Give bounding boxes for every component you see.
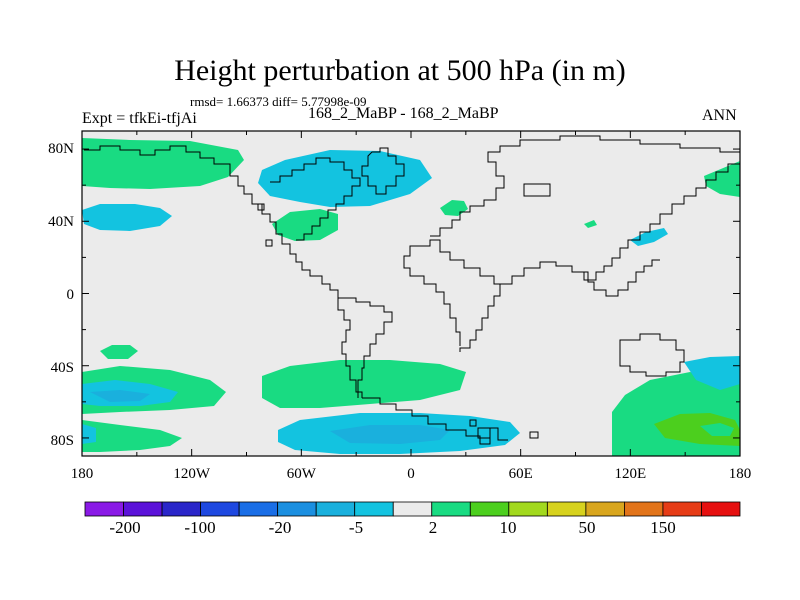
contour-fill (90, 390, 150, 402)
coastline (337, 298, 363, 398)
colorbar (84, 501, 741, 517)
contour-fill (262, 360, 466, 408)
colorbar-swatch (200, 501, 240, 517)
colorbar-label: 10 (500, 518, 517, 537)
contour-fill (684, 356, 740, 390)
colorbar-swatch (585, 501, 625, 517)
contour-fill (630, 228, 668, 246)
contour-fills (82, 138, 740, 456)
colorbar-label: 2 (429, 518, 438, 537)
contour-fill (654, 413, 740, 446)
coastline (523, 183, 551, 197)
coastline (469, 419, 477, 427)
coastline (265, 239, 273, 247)
colorbar-swatch (392, 501, 433, 517)
colorbar-swatch (315, 501, 356, 517)
coastline (403, 245, 461, 346)
coastline (84, 145, 339, 298)
colorbar-swatch (624, 501, 664, 517)
colorbar-label: -20 (269, 518, 292, 537)
lon-tick-label: 180 (729, 466, 752, 482)
contour-fill (584, 220, 597, 228)
experiment-label: Expt = tfkEi-tfjAi (82, 110, 197, 127)
colorbar-swatch (238, 501, 279, 517)
colorbar-label: 150 (650, 518, 676, 537)
colorbar-swatch (701, 501, 741, 517)
colorbar-label: -200 (109, 518, 140, 537)
lat-tick-label: 40N (48, 214, 74, 230)
coastline (529, 431, 539, 439)
lat-tick-label: 0 (67, 287, 75, 303)
lon-tick-label: 180 (71, 466, 94, 482)
colorbar-label: 50 (579, 518, 596, 537)
colorbar-swatch (662, 501, 702, 517)
coastline (270, 157, 361, 241)
season-label: ANN (702, 107, 737, 124)
colorbar-swatch (508, 501, 548, 517)
lon-tick-label: 60W (287, 466, 317, 482)
coastline (338, 297, 393, 398)
colorbar-label: -5 (349, 518, 363, 537)
contour-fill (700, 423, 734, 436)
contour-fill (258, 150, 432, 207)
contour-fill (82, 204, 172, 231)
contour-fill (272, 209, 338, 241)
colorbar-swatch (123, 501, 163, 517)
coastline (477, 427, 491, 439)
lon-tick-label: 120E (614, 466, 646, 482)
coastline (257, 203, 265, 211)
colorbar-swatch (431, 501, 471, 517)
stats-line: rmsd= 1.66373 diff= 5.77998e-09 (190, 94, 367, 109)
contour-fill (82, 424, 96, 444)
colorbar-label: -100 (184, 518, 215, 537)
colorbar-swatch (469, 501, 510, 517)
lat-tick-label: 80S (51, 433, 74, 449)
lat-tick-label: 40S (51, 360, 74, 376)
map-title: Height perturbation at 500 hPa (in m) (174, 54, 626, 87)
colorbar-swatch (546, 501, 587, 517)
coastline (580, 259, 660, 297)
colorbar-swatch (277, 501, 317, 517)
coastline (361, 147, 405, 195)
lat-tick-label: 80N (48, 141, 74, 157)
colorbar-swatch (161, 501, 201, 517)
contour-fill (82, 138, 244, 189)
colorbar-labels: -200 -100 -20 -5 2 10 50 150 (109, 518, 675, 537)
lon-tick-label: 60E (509, 466, 533, 482)
contour-fill (100, 345, 138, 359)
coastlines (84, 135, 740, 445)
plot-area (81, 130, 741, 457)
contour-fill (704, 161, 740, 197)
tick-marks (81, 131, 741, 456)
lon-tick-label: 0 (407, 466, 415, 482)
colorbar-swatch (354, 501, 394, 517)
colorbar-swatch (84, 501, 124, 517)
coastline (619, 333, 685, 377)
contour-fill (330, 425, 450, 444)
case-label: 168_2_MaBP - 168_2_MaBP (308, 105, 499, 122)
lon-axis-labels: 180 120W 60W 0 60E 120E 180 (71, 466, 752, 482)
coastline (500, 163, 740, 285)
coastline (430, 135, 740, 237)
contour-fill (82, 420, 182, 452)
lon-tick-label: 120W (173, 466, 211, 482)
lat-axis-labels: 80N 40N 0 40S 80S (48, 141, 74, 449)
